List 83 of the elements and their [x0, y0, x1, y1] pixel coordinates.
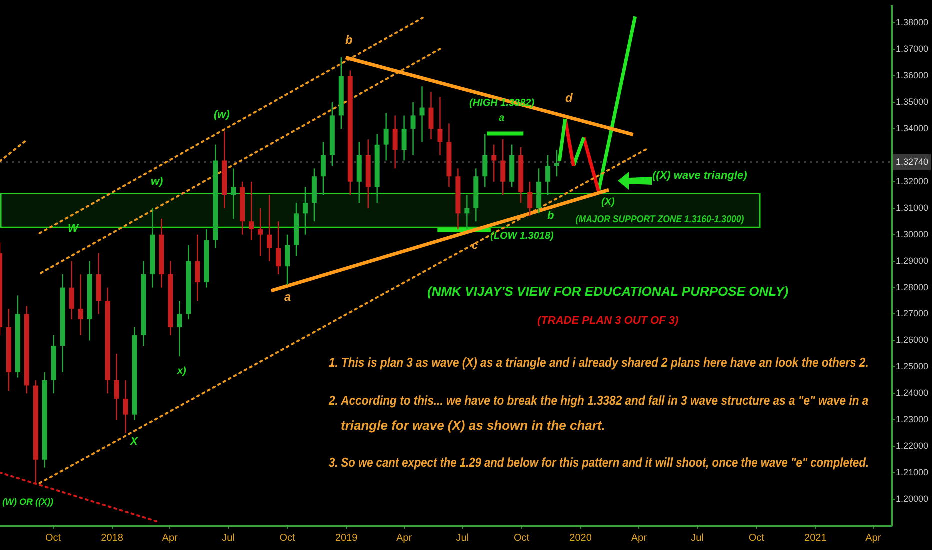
annotation: w): [151, 176, 164, 188]
x-tick-label: Oct: [280, 532, 296, 544]
candlestick: [420, 86, 425, 143]
ref-line-label: 1.32740: [896, 156, 929, 167]
candlestick: [195, 234, 200, 302]
y-tick-label: 1.25000: [896, 362, 929, 372]
candlestick: [402, 115, 407, 162]
candlestick: [500, 138, 506, 196]
annotation: (w): [214, 109, 230, 121]
y-tick-label: 1.22000: [896, 441, 929, 452]
annotation: 1. This is plan 3 as wave (X) as a triangle and i already shared 2 plans here have an look the others 2.: [329, 354, 869, 370]
candlestick: [267, 194, 272, 262]
annotation: a: [284, 290, 292, 304]
candlestick: [177, 300, 182, 358]
candlestick: [69, 260, 74, 320]
candlestick: [284, 234, 290, 286]
y-tick-label: 1.36000: [896, 70, 929, 80]
annotation: (W) OR ((X)): [2, 497, 54, 507]
x-tick-label: 2021: [804, 532, 828, 544]
x-tick-label: Apr: [631, 532, 648, 544]
x-tick-label: 2020: [570, 532, 592, 544]
y-tick-label: 1.29000: [896, 256, 929, 266]
y-tick-label: 1.26000: [896, 335, 929, 346]
annotation: x): [178, 366, 186, 376]
annotation: (TRADE PLAN 3 OUT OF 3): [538, 315, 679, 327]
y-tick-label: 1.31000: [896, 202, 929, 213]
annotation: b: [548, 210, 554, 222]
x-tick-label: Jul: [691, 532, 704, 544]
x-tick-label: Oct: [45, 532, 62, 544]
candlestick: [482, 134, 488, 188]
x-tick-label: Apr: [866, 532, 882, 544]
candlestick: [78, 274, 84, 336]
y-tick-label: 1.28000: [896, 282, 929, 292]
candlestick: [123, 380, 128, 434]
candlestick: [114, 353, 120, 421]
annotation: (X): [602, 196, 615, 208]
y-tick-label: 1.27000: [896, 308, 929, 319]
candlestick: [438, 96, 443, 156]
candlestick: [392, 115, 398, 170]
annotation: ((X) wave triangle): [652, 170, 748, 182]
x-tick-label: Apr: [162, 532, 179, 544]
annotation: a: [499, 112, 505, 124]
y-tick-label: 1.38000: [896, 18, 929, 28]
candlestick: [546, 154, 551, 196]
candlestick: [410, 102, 416, 156]
candlestick: [492, 144, 497, 182]
y-tick-label: 1.35000: [896, 96, 929, 107]
x-tick-label: 2019: [335, 532, 358, 544]
x-tick-label: Jul: [222, 532, 235, 544]
y-tick-label: 1.32000: [896, 176, 929, 186]
candlestick: [384, 112, 389, 162]
y-tick-label: 1.21000: [896, 468, 929, 478]
y-tick-label: 1.23000: [896, 414, 929, 425]
x-tick-label: Oct: [514, 532, 530, 544]
annotation: b: [346, 33, 353, 47]
annotation: triangle for wave (X) as shown in the chart.: [341, 418, 606, 432]
candlestick: [249, 181, 254, 241]
annotation: d: [566, 91, 573, 105]
candlestick: [428, 91, 434, 140]
annotation: c: [472, 240, 478, 252]
y-tick-label: 1.34000: [896, 123, 929, 134]
x-tick-label: Jul: [456, 532, 470, 544]
y-tick-label: 1.30000: [896, 229, 929, 240]
annotation: 3. So we cant expect the 1.29 and below for this pattern and it will shoot, once the wave "e" completed.: [329, 454, 870, 470]
y-tick-label: 1.24000: [896, 388, 929, 398]
candlestick: [276, 221, 282, 276]
candlestick: [302, 186, 308, 236]
candlestick: [528, 181, 533, 217]
candlestick: [231, 168, 236, 220]
candlestick: [464, 194, 470, 230]
y-tick-label: 1.37000: [896, 44, 929, 54]
x-tick-label: Oct: [748, 532, 765, 544]
x-tick-label: 2018: [101, 532, 124, 544]
x-tick-label: Apr: [396, 532, 413, 544]
candlestick: [320, 142, 326, 196]
annotation: (NMK VIJAY'S VIEW FOR EDUCATIONAL PURPOSE ONLY): [428, 284, 789, 298]
annotation: 2. According to this... we have to break the high 1.3382 and fall in 3 wave structure as a "e" wave in a: [329, 392, 869, 408]
candlestick: [554, 150, 560, 178]
y-tick-label: 1.20000: [896, 494, 929, 504]
band-label: (MAJOR SUPPORT ZONE 1.3160-1.3000): [576, 212, 744, 225]
candlestick: [258, 208, 264, 257]
annotation: (LOW 1.3018): [490, 230, 554, 242]
annotation: X: [130, 436, 138, 448]
